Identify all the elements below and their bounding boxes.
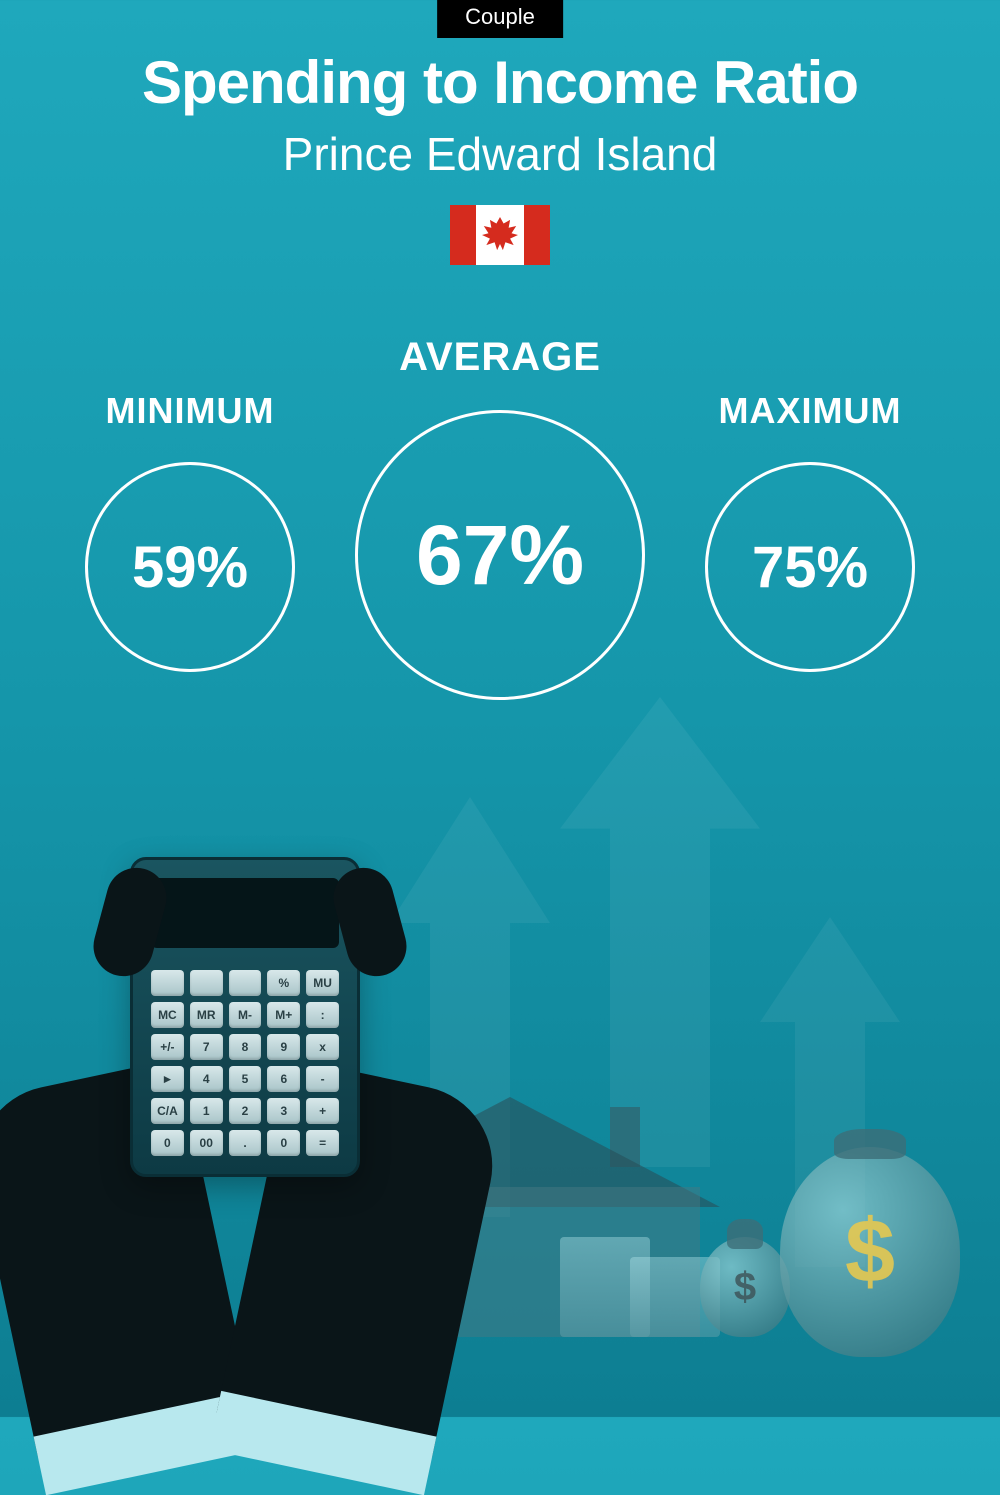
category-badge: Couple xyxy=(437,0,563,38)
metric-circle: 59% xyxy=(85,462,295,672)
calculator-key: 0 xyxy=(151,1130,184,1156)
metric-minimum: MINIMUM 59% xyxy=(85,335,295,672)
calculator-key: MU xyxy=(306,970,339,996)
metrics-row: MINIMUM 59% AVERAGE 67% MAXIMUM 75% xyxy=(0,335,1000,700)
metric-label: AVERAGE xyxy=(355,335,645,380)
metric-maximum: MAXIMUM 75% xyxy=(705,335,915,672)
calculator-key: 2 xyxy=(229,1098,262,1124)
metric-value: 67% xyxy=(416,507,584,604)
metric-label: MAXIMUM xyxy=(705,390,915,432)
calculator-key: C/A xyxy=(151,1098,184,1124)
calculator-key: . xyxy=(229,1130,262,1156)
calculator-key: MC xyxy=(151,1002,184,1028)
hands-calculator-icon: %MUMCMRM-M+:+/-789x►456-C/A123+000.0= xyxy=(40,857,460,1417)
calculator-key: x xyxy=(306,1034,339,1060)
arrow-up-icon xyxy=(390,797,550,1217)
moneybag-icon: $ xyxy=(780,1147,960,1357)
illustration: $ $ %MUMCMRM-M+:+/-789x►456-C/A123+000.0… xyxy=(0,797,1000,1417)
metric-label: MINIMUM xyxy=(85,390,295,432)
calculator-key: 3 xyxy=(267,1098,300,1124)
money-stacks-icon xyxy=(560,1197,760,1337)
calculator-key xyxy=(151,970,184,996)
calculator-key: 6 xyxy=(267,1066,300,1092)
page-title: Spending to Income Ratio xyxy=(0,48,1000,117)
calculator-key: 8 xyxy=(229,1034,262,1060)
moneybag-icon: $ xyxy=(700,1237,790,1337)
calculator-key xyxy=(190,970,223,996)
arrow-up-icon xyxy=(760,917,900,1267)
calculator-key: + xyxy=(306,1098,339,1124)
calculator-key: ► xyxy=(151,1066,184,1092)
page-subtitle: Prince Edward Island xyxy=(0,127,1000,181)
calculator-key: M+ xyxy=(267,1002,300,1028)
calculator-icon: %MUMCMRM-M+:+/-789x►456-C/A123+000.0= xyxy=(130,857,360,1177)
metric-value: 59% xyxy=(132,534,248,601)
calculator-key: : xyxy=(306,1002,339,1028)
house-icon xyxy=(320,1097,700,1337)
header: Spending to Income Ratio Prince Edward I… xyxy=(0,0,1000,265)
calculator-key: % xyxy=(267,970,300,996)
calculator-key: 0 xyxy=(267,1130,300,1156)
metric-circle: 67% xyxy=(355,410,645,700)
calculator-key: 7 xyxy=(190,1034,223,1060)
canada-flag-icon xyxy=(450,205,550,265)
metric-average: AVERAGE 67% xyxy=(355,335,645,700)
calculator-key xyxy=(229,970,262,996)
calculator-key: +/- xyxy=(151,1034,184,1060)
calculator-key: 1 xyxy=(190,1098,223,1124)
calculator-key: MR xyxy=(190,1002,223,1028)
calculator-key: 9 xyxy=(267,1034,300,1060)
metric-circle: 75% xyxy=(705,462,915,672)
metric-value: 75% xyxy=(752,534,868,601)
calculator-key: - xyxy=(306,1066,339,1092)
calculator-key: = xyxy=(306,1130,339,1156)
calculator-key: 00 xyxy=(190,1130,223,1156)
calculator-key: 4 xyxy=(190,1066,223,1092)
arrow-up-icon xyxy=(560,697,760,1167)
calculator-key: M- xyxy=(229,1002,262,1028)
calculator-key: 5 xyxy=(229,1066,262,1092)
